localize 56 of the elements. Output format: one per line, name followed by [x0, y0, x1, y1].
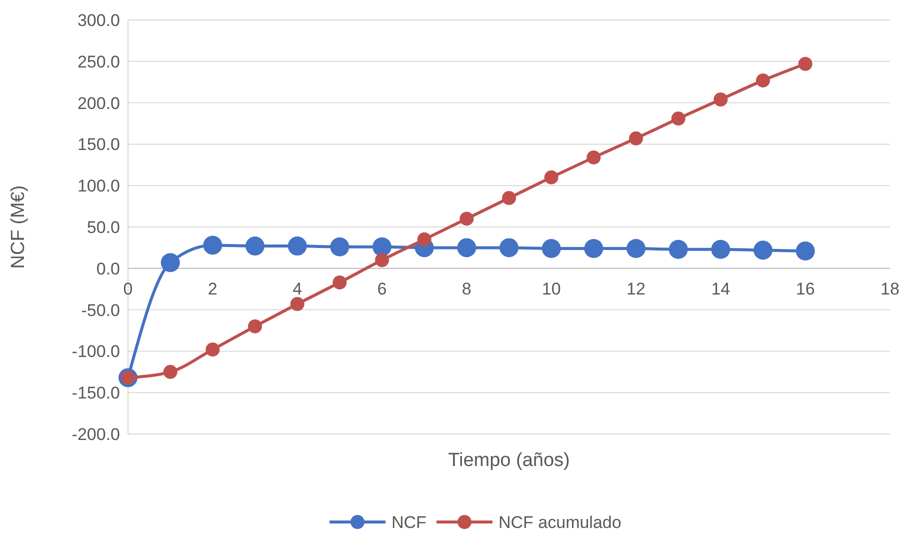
legend-label: NCF acumulado	[498, 512, 622, 532]
point	[163, 364, 178, 379]
y-tick-label: -150.0	[72, 384, 120, 403]
point	[417, 232, 432, 246]
point	[584, 239, 604, 258]
point	[375, 253, 389, 268]
point	[332, 275, 347, 290]
point	[542, 239, 561, 258]
point	[796, 242, 815, 261]
point	[798, 56, 812, 71]
y-axis-title: NCF (M€)	[8, 185, 29, 269]
point	[203, 236, 222, 255]
y-tick-label: -50.0	[81, 300, 120, 320]
x-axis-title: Tiempo (años)	[448, 450, 570, 471]
y-tick-label: 300.0	[77, 10, 120, 30]
point	[457, 238, 476, 258]
x-tick-label: 2	[208, 279, 218, 298]
point	[626, 239, 646, 258]
x-tick-label: 10	[542, 279, 561, 298]
y-tick-label: -200.0	[72, 424, 120, 444]
y-tick-label: 50.0	[86, 218, 120, 237]
point	[160, 253, 180, 272]
point	[246, 236, 264, 256]
point	[248, 319, 262, 334]
y-tick-label: 150.0	[77, 135, 120, 154]
point	[544, 170, 558, 184]
y-tick-label: 0.0	[96, 259, 120, 278]
point	[711, 240, 730, 259]
point	[714, 92, 728, 106]
x-tick-label: 16	[796, 279, 815, 298]
x-tick-label: 4	[292, 279, 302, 298]
x-tick-label: 14	[711, 279, 730, 298]
point	[754, 240, 772, 260]
point	[460, 212, 474, 226]
y-tick-label: -100.0	[72, 342, 120, 362]
point	[671, 112, 686, 126]
x-tick-label: 18	[880, 279, 900, 298]
point	[500, 238, 518, 258]
point	[290, 297, 304, 312]
y-tick-label: 100.0	[77, 176, 120, 196]
point	[372, 237, 392, 256]
point	[586, 150, 601, 164]
y-tick-label: 250.0	[77, 52, 120, 72]
x-tick-label: 8	[462, 279, 472, 298]
point	[629, 131, 643, 146]
point	[756, 73, 770, 88]
point	[206, 342, 220, 357]
x-tick-label: 12	[626, 279, 646, 298]
x-tick-label: 6	[377, 279, 387, 298]
legend-label: NCF	[392, 512, 426, 532]
y-tick-label: 200.0	[77, 94, 120, 113]
point	[668, 240, 688, 259]
x-tick-label: 0	[123, 279, 133, 298]
point	[502, 191, 516, 206]
point	[330, 237, 350, 256]
point	[288, 236, 307, 256]
